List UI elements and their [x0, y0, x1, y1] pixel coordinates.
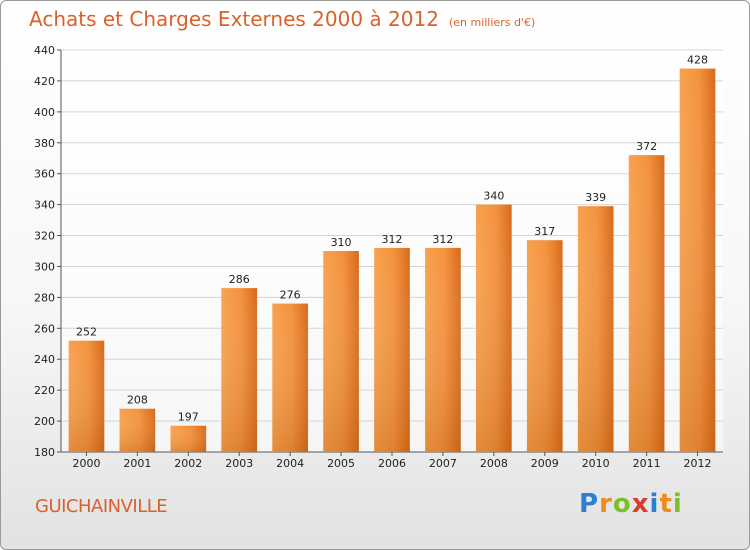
bar-shade: [425, 247, 461, 452]
logo-letter: P: [579, 489, 600, 519]
logo-letter: x: [631, 489, 650, 519]
data-label: 286: [229, 273, 250, 286]
city-name: GUICHAINVILLE: [35, 496, 168, 517]
logo-letter: o: [612, 489, 632, 519]
x-tick-label: 2001: [123, 457, 151, 470]
data-label: 339: [585, 191, 606, 204]
chart-title-text: Achats et Charges Externes 2000 à 2012: [29, 7, 439, 31]
y-tick-label: 400: [34, 106, 55, 119]
x-tick-label: 2007: [429, 457, 457, 470]
bar-shade: [68, 340, 105, 452]
logo-letter: r: [599, 489, 613, 519]
data-label: 310: [331, 236, 352, 249]
bar-shade: [221, 288, 258, 452]
proxiti-logo: Proxiti: [579, 489, 683, 519]
bar-shade: [323, 251, 359, 452]
data-label: 276: [280, 289, 301, 302]
data-label: 372: [636, 140, 657, 153]
logo-letter: i: [649, 489, 660, 519]
chart-unit: (en milliers d'€): [448, 16, 536, 29]
x-tick-label: 2005: [327, 457, 355, 470]
y-tick-label: 420: [34, 75, 55, 88]
data-label: 428: [687, 54, 708, 67]
bar-shade: [476, 204, 512, 452]
data-label: 317: [534, 225, 555, 238]
y-tick-label: 180: [34, 446, 55, 459]
x-tick-label: 2011: [633, 457, 661, 470]
x-tick-label: 2009: [531, 457, 559, 470]
bar-shade: [170, 425, 207, 452]
data-label: 197: [178, 411, 199, 424]
data-label: 252: [76, 326, 97, 339]
bar-shade: [119, 408, 156, 452]
x-tick-label: 2003: [225, 457, 253, 470]
data-label: 208: [127, 394, 148, 407]
bar-shade: [628, 155, 665, 452]
logo-letter: i: [672, 489, 683, 519]
y-tick-label: 280: [34, 291, 55, 304]
bar-shade: [374, 247, 410, 452]
data-label: 312: [382, 233, 403, 246]
logo-letter: t: [659, 489, 673, 519]
chart-title: Achats et Charges Externes 2000 à 2012 (e…: [29, 7, 535, 31]
data-label: 312: [432, 233, 453, 246]
x-tick-label: 2002: [174, 457, 202, 470]
y-tick-label: 220: [34, 384, 55, 397]
y-tick-label: 240: [34, 353, 55, 366]
y-tick-label: 200: [34, 415, 55, 428]
y-tick-label: 340: [34, 199, 55, 212]
y-tick-label: 360: [34, 168, 55, 181]
x-tick-label: 2008: [480, 457, 508, 470]
bar-shade: [526, 240, 563, 452]
data-label: 340: [483, 190, 504, 203]
bar-shade: [577, 206, 614, 452]
y-tick-label: 380: [34, 137, 55, 150]
y-tick-label: 260: [34, 322, 55, 335]
x-tick-label: 2006: [378, 457, 406, 470]
bar-shade: [679, 68, 716, 453]
x-tick-label: 2000: [72, 457, 100, 470]
bar-shade: [272, 303, 308, 452]
x-tick-label: 2012: [684, 457, 712, 470]
y-tick-label: 440: [34, 44, 55, 57]
y-tick-label: 320: [34, 230, 55, 243]
x-tick-label: 2010: [582, 457, 610, 470]
y-tick-label: 300: [34, 260, 55, 273]
x-tick-label: 2004: [276, 457, 304, 470]
